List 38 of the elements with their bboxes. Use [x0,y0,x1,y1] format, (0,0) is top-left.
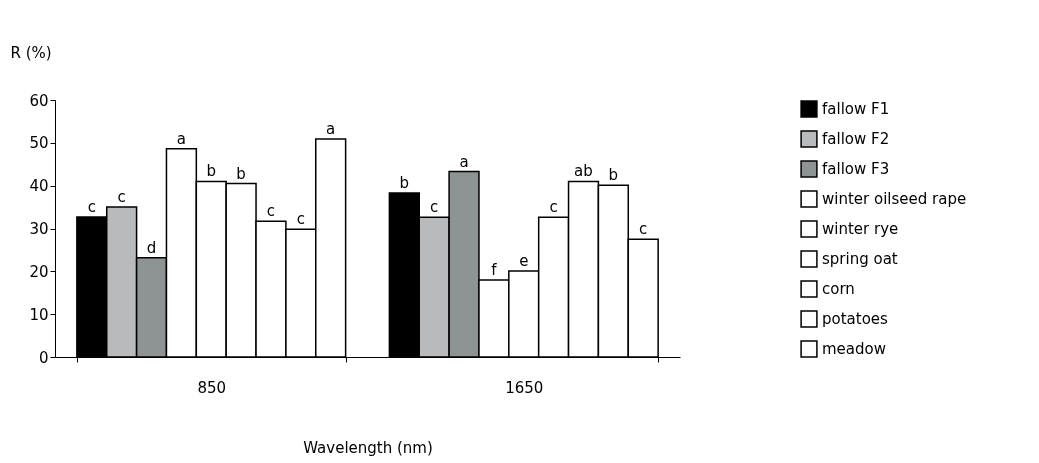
data-label: c [87,197,96,216]
data-label: b [236,164,246,183]
y-tick-label: 40 [29,177,49,196]
data-label: b [399,173,410,192]
y-tick-label: 60 [29,91,49,110]
data-label: c [266,202,276,221]
data-label: a [326,119,336,138]
y-tick-label: 50 [29,134,49,153]
legend-label: meadow [822,340,886,358]
data-label: ab [574,162,593,181]
data-label: a [459,152,469,171]
y-axis-title: R (%) [10,43,52,62]
legend-label: spring oat [822,250,898,268]
legend-label: fallow F3 [822,160,890,178]
data-label: c [296,210,305,229]
data-label: b [608,166,619,185]
legend-label: potatoes [822,310,889,328]
data-label: c [430,198,439,217]
x-axis-title: Wavelength (nm) [303,438,433,457]
data-label: d [146,238,157,257]
legend-label: fallow F2 [822,130,890,148]
x-tick-label: 1650 [505,378,544,397]
data-label: c [549,198,558,217]
y-tick-label: 0 [38,348,49,367]
legend-label: fallow F1 [822,100,890,118]
data-label: e [519,251,529,270]
data-label: b [206,162,217,181]
data-label: c [117,188,126,207]
y-tick-label: 20 [29,262,49,281]
data-label: f [491,260,498,279]
y-tick-label: 30 [29,220,49,238]
x-tick-label: 850 [197,378,227,397]
data-label: a [176,129,186,148]
legend-label: winter oilseed rape [822,190,967,208]
legend-label: winter rye [822,220,899,238]
y-tick-label: 10 [29,305,49,324]
data-label: c [639,220,648,239]
legend-label: corn [822,280,855,298]
